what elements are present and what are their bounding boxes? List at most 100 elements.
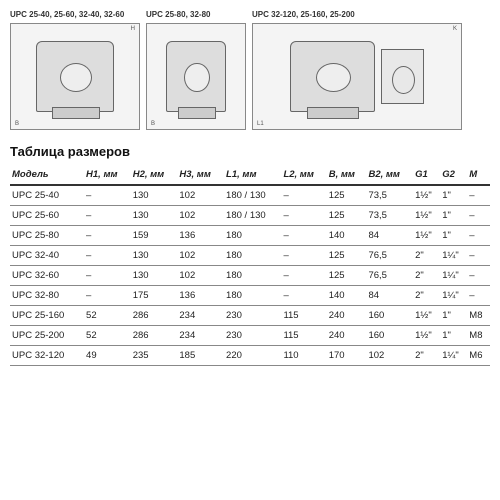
table-cell: 76,5 — [366, 246, 413, 266]
table-cell: 2" — [413, 266, 440, 286]
table-cell: 73,5 — [366, 185, 413, 206]
dim-mark: B — [151, 121, 155, 127]
table-cell: 76,5 — [366, 266, 413, 286]
table-cell: UPC 25-60 — [10, 206, 84, 226]
pump-schematic — [166, 41, 227, 111]
table-cell: 102 — [177, 185, 224, 206]
table-cell: 125 — [327, 185, 367, 206]
diagram-label: UPC 25-80, 32-80 — [146, 10, 246, 19]
col-l1: L1, мм — [224, 165, 281, 185]
table-cell: 1¼" — [440, 286, 467, 306]
diagram-box: L1 K — [252, 23, 462, 130]
col-m: M — [467, 165, 490, 185]
table-cell: 73,5 — [366, 206, 413, 226]
table-cell: – — [281, 286, 326, 306]
diagram-label: UPC 25-40, 25-60, 32-40, 32-60 — [10, 10, 140, 19]
col-g1: G1 — [413, 165, 440, 185]
table-cell: 1¼" — [440, 346, 467, 366]
pump-schematic — [36, 41, 115, 111]
table-cell: 180 — [224, 246, 281, 266]
table-cell: M8 — [467, 326, 490, 346]
pump-side-view — [381, 49, 425, 104]
table-cell: – — [467, 185, 490, 206]
table-cell: 1½" — [413, 206, 440, 226]
table-cell: – — [84, 266, 131, 286]
table-cell: 130 — [131, 206, 178, 226]
table-cell: 1" — [440, 326, 467, 346]
table-cell: 115 — [281, 326, 326, 346]
table-cell: UPC 25-160 — [10, 306, 84, 326]
table-row: UPC 32-60–130102180–12576,52"1¼"– — [10, 266, 490, 286]
table-cell: – — [281, 266, 326, 286]
table-cell: – — [467, 206, 490, 226]
col-h3: H3, мм — [177, 165, 224, 185]
table-cell: 84 — [366, 226, 413, 246]
table-cell: 2" — [413, 346, 440, 366]
pump-schematic — [290, 41, 375, 111]
col-l2: L2, мм — [281, 165, 326, 185]
table-cell: 160 — [366, 326, 413, 346]
table-cell: 286 — [131, 306, 178, 326]
table-cell: 102 — [177, 266, 224, 286]
table-row: UPC 32-40–130102180–12576,52"1¼"– — [10, 246, 490, 266]
diagram-group-2: UPC 25-80, 32-80 B — [146, 10, 246, 130]
table-cell: 1½" — [413, 326, 440, 346]
table-cell: UPC 32-120 — [10, 346, 84, 366]
table-title: Таблица размеров — [10, 144, 490, 159]
table-cell: UPC 25-200 — [10, 326, 84, 346]
table-cell: 1¼" — [440, 246, 467, 266]
table-cell: 159 — [131, 226, 178, 246]
table-row: UPC 25-60–130102180 / 130–12573,51½"1"– — [10, 206, 490, 226]
table-cell: – — [467, 246, 490, 266]
table-cell: 240 — [327, 326, 367, 346]
table-cell: UPC 25-80 — [10, 226, 84, 246]
table-cell: 1½" — [413, 306, 440, 326]
table-cell: 235 — [131, 346, 178, 366]
table-body: UPC 25-40–130102180 / 130–12573,51½"1"–U… — [10, 185, 490, 366]
table-cell: 220 — [224, 346, 281, 366]
table-cell: 175 — [131, 286, 178, 306]
table-cell: 1" — [440, 306, 467, 326]
table-row: UPC 25-160522862342301152401601½"1"M8 — [10, 306, 490, 326]
table-cell: – — [281, 185, 326, 206]
table-cell: 180 / 130 — [224, 185, 281, 206]
table-cell: 102 — [177, 206, 224, 226]
table-row: UPC 32-80–175136180–140842"1¼"– — [10, 286, 490, 306]
diagram-box: B H — [10, 23, 140, 130]
table-cell: 130 — [131, 246, 178, 266]
table-cell: 49 — [84, 346, 131, 366]
diagram-box: B — [146, 23, 246, 130]
col-h1: H1, мм — [84, 165, 131, 185]
table-cell: 102 — [177, 246, 224, 266]
table-cell: 140 — [327, 226, 367, 246]
table-cell: 230 — [224, 306, 281, 326]
table-cell: – — [467, 266, 490, 286]
table-cell: 2" — [413, 246, 440, 266]
table-cell: – — [84, 286, 131, 306]
table-cell: M6 — [467, 346, 490, 366]
table-cell: 2" — [413, 286, 440, 306]
table-cell: 136 — [177, 286, 224, 306]
table-cell: 102 — [366, 346, 413, 366]
table-cell: 234 — [177, 306, 224, 326]
dim-mark: B — [15, 121, 19, 127]
diagram-row: UPC 25-40, 25-60, 32-40, 32-60 B H UPC 2… — [10, 10, 490, 130]
table-cell: 180 — [224, 226, 281, 246]
table-cell: 180 — [224, 266, 281, 286]
diagram-group-3: UPC 32-120, 25-160, 25-200 L1 K — [252, 10, 462, 130]
table-header-row: Модель H1, мм H2, мм H3, мм L1, мм L2, м… — [10, 165, 490, 185]
table-cell: 180 / 130 — [224, 206, 281, 226]
table-cell: 84 — [366, 286, 413, 306]
dim-mark: L1 — [257, 121, 264, 127]
table-cell: 1½" — [413, 185, 440, 206]
table-cell: 286 — [131, 326, 178, 346]
table-cell: 180 — [224, 286, 281, 306]
table-cell: – — [84, 206, 131, 226]
table-cell: M8 — [467, 306, 490, 326]
table-cell: 52 — [84, 306, 131, 326]
table-cell: 130 — [131, 185, 178, 206]
table-cell: 136 — [177, 226, 224, 246]
table-cell: UPC 32-80 — [10, 286, 84, 306]
col-model: Модель — [10, 165, 84, 185]
diagram-group-1: UPC 25-40, 25-60, 32-40, 32-60 B H — [10, 10, 140, 130]
